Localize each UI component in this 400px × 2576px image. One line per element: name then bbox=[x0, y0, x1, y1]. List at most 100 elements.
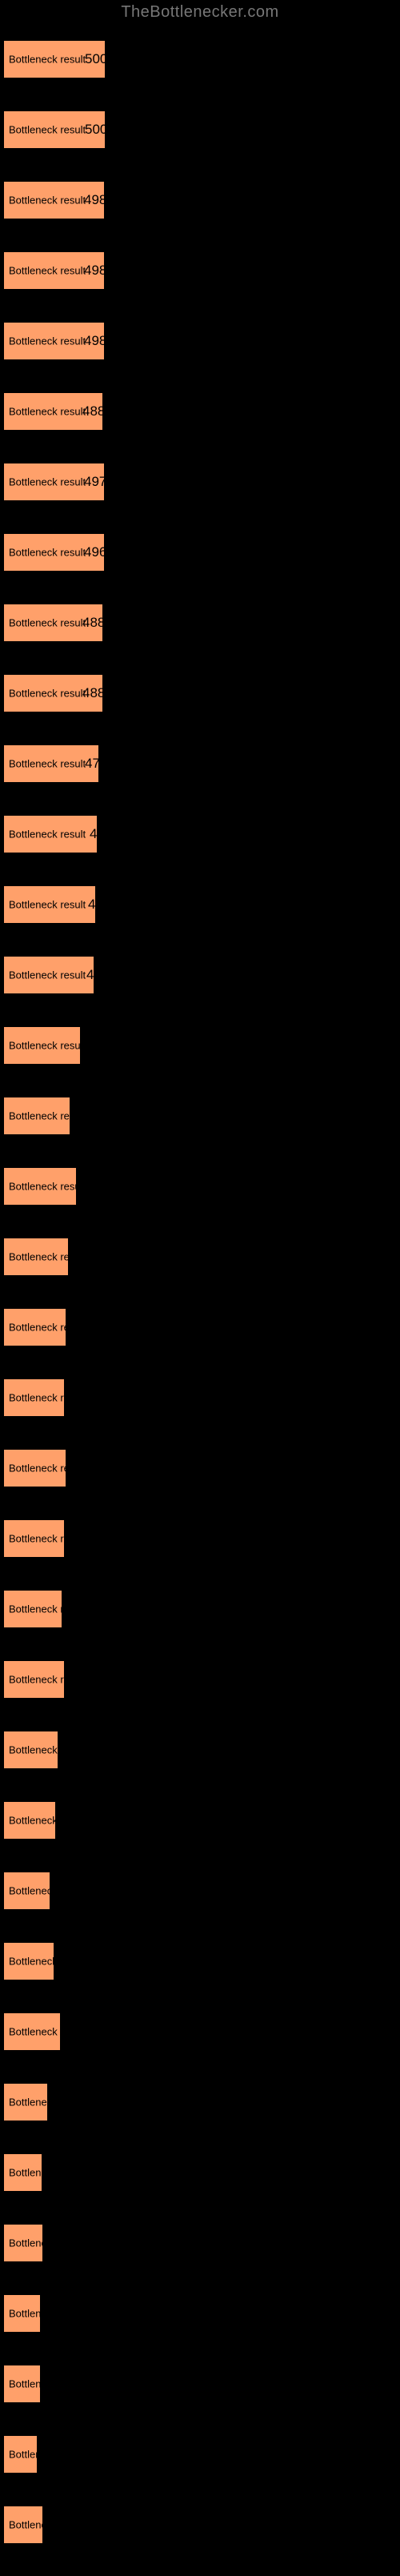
chart-row: Bottleneck result bbox=[3, 2349, 400, 2403]
bar: Bottleneck result bbox=[3, 1731, 58, 1769]
bar: Bottleneck result bbox=[3, 1026, 81, 1065]
bar-container: Bottleneck result488 bbox=[3, 604, 400, 642]
bar-value-label: 488 bbox=[82, 685, 105, 701]
row-category-label bbox=[3, 588, 400, 600]
bar-inner-label: Bottleneck result bbox=[9, 758, 86, 770]
bar-inner-label: Bottleneck result bbox=[9, 124, 86, 136]
row-category-label bbox=[3, 24, 400, 37]
bar-inner-label: Bottleneck result bbox=[9, 2378, 41, 2390]
bar-value-label: 497 bbox=[84, 474, 106, 490]
chart-row: Bottleneck result bbox=[3, 2419, 400, 2474]
bar: Bottleneck result bbox=[3, 885, 96, 924]
bar-container: Bottleneck result500 bbox=[3, 40, 400, 78]
bar-container: Bottleneck result bbox=[3, 1660, 400, 1699]
row-category-label bbox=[3, 1856, 400, 1868]
bar-inner-label: Bottleneck result bbox=[9, 265, 86, 277]
bar-inner-label: Bottleneck result bbox=[9, 2449, 38, 2461]
bar-inner-label: Bottleneck result bbox=[9, 617, 86, 629]
bar-inner-label: Bottleneck result bbox=[9, 2519, 43, 2531]
bar-inner-label: Bottleneck result bbox=[9, 2167, 42, 2179]
row-category-label bbox=[3, 1010, 400, 1023]
chart-row: Bottleneck result bbox=[3, 1574, 400, 1628]
row-category-label bbox=[3, 2278, 400, 2291]
bar: Bottleneck result bbox=[3, 1660, 65, 1699]
row-category-label bbox=[3, 658, 400, 671]
row-category-label bbox=[3, 1715, 400, 1727]
bar-container: Bottleneck result496 bbox=[3, 533, 400, 572]
bar-container: Bottleneck result bbox=[3, 2435, 400, 2474]
row-category-label bbox=[3, 2490, 400, 2502]
bar-inner-label: Bottleneck result bbox=[9, 547, 86, 559]
bar: Bottleneck result bbox=[3, 1519, 65, 1558]
bar-inner-label: Bottleneck result bbox=[9, 2237, 43, 2249]
chart-row: Bottleneck result bbox=[3, 1222, 400, 1276]
bar: Bottleneck result bbox=[3, 2012, 61, 2051]
bar-container: Bottleneck result bbox=[3, 2012, 400, 2051]
bar-container: Bottleneck result bbox=[3, 2294, 400, 2333]
bar-inner-label: Bottleneck result bbox=[9, 1674, 65, 1686]
bar-container: Bottleneck result bbox=[3, 1308, 400, 1346]
row-category-label bbox=[3, 1362, 400, 1375]
bar: Bottleneck result bbox=[3, 2083, 48, 2121]
chart-row: Bottleneck result4 bbox=[3, 799, 400, 853]
bar-inner-label: Bottleneck result bbox=[9, 476, 86, 488]
chart-row: Bottleneck result488 bbox=[3, 376, 400, 431]
bar-inner-label: Bottleneck result bbox=[9, 829, 86, 841]
bar-inner-label: Bottleneck result bbox=[9, 1815, 56, 1827]
bar-inner-label: Bottleneck result bbox=[9, 1463, 66, 1475]
row-category-label bbox=[3, 1081, 400, 1093]
bar-container: Bottleneck result bbox=[3, 1801, 400, 1840]
row-category-label bbox=[3, 1503, 400, 1516]
bar-inner-label: Bottleneck result bbox=[9, 688, 86, 700]
row-category-label bbox=[3, 1151, 400, 1164]
bar: Bottleneck result bbox=[3, 1801, 56, 1840]
bar-container: Bottleneck result bbox=[3, 1378, 400, 1417]
bar-inner-label: Bottleneck result bbox=[9, 899, 86, 911]
chart-row: Bottleneck result500 bbox=[3, 94, 400, 149]
bar: Bottleneck result bbox=[3, 1942, 54, 1980]
chart-row: Bottleneck result bbox=[3, 2278, 400, 2333]
row-category-label bbox=[3, 1644, 400, 1657]
bar: Bottleneck result bbox=[3, 2224, 43, 2262]
chart-row: Bottleneck result498 bbox=[3, 165, 400, 219]
bar-container: Bottleneck result bbox=[3, 1449, 400, 1487]
bar-container: Bottleneck result488 bbox=[3, 392, 400, 431]
bar: Bottleneck result bbox=[3, 1590, 62, 1628]
chart-row: Bottleneck result bbox=[3, 2067, 400, 2121]
bar-inner-label: Bottleneck result bbox=[9, 2308, 41, 2320]
bar-value-label: 4 bbox=[86, 967, 94, 983]
bar-value-label: 498 bbox=[84, 263, 106, 279]
bar-value-label: 500 bbox=[85, 122, 107, 138]
bar-inner-label: Bottleneck result bbox=[9, 1322, 66, 1334]
row-category-label bbox=[3, 306, 400, 319]
bar-container: Bottleneck result4 bbox=[3, 956, 400, 994]
bar-container: Bottleneck result500 bbox=[3, 110, 400, 149]
bar-container: Bottleneck result498 bbox=[3, 251, 400, 290]
bar-inner-label: Bottleneck result bbox=[9, 1181, 77, 1193]
chart-row: Bottleneck result bbox=[3, 1715, 400, 1769]
chart-row: Bottleneck result bbox=[3, 1926, 400, 1980]
bar-container: Bottleneck result bbox=[3, 1167, 400, 1206]
chart-row: Bottleneck result bbox=[3, 1151, 400, 1206]
bar-inner-label: Bottleneck result bbox=[9, 335, 86, 347]
bar-container: Bottleneck result bbox=[3, 1238, 400, 1276]
bar-inner-label: Bottleneck result bbox=[9, 1251, 69, 1263]
bar: Bottleneck result bbox=[3, 956, 94, 994]
chart-row: Bottleneck result bbox=[3, 1010, 400, 1065]
chart-row: Bottleneck result bbox=[3, 1785, 400, 1840]
bar: Bottleneck result bbox=[3, 815, 98, 853]
bar-container: Bottleneck result bbox=[3, 2224, 400, 2262]
bar-inner-label: Bottleneck result bbox=[9, 1956, 54, 1968]
row-category-label bbox=[3, 235, 400, 248]
bar: Bottleneck result bbox=[3, 2506, 43, 2544]
bar-inner-label: Bottleneck result bbox=[9, 1040, 81, 1052]
row-category-label bbox=[3, 1926, 400, 1939]
chart-row: Bottleneck result496 bbox=[3, 517, 400, 572]
row-category-label bbox=[3, 376, 400, 389]
row-category-label bbox=[3, 1785, 400, 1798]
row-category-label bbox=[3, 447, 400, 459]
row-category-label bbox=[3, 2349, 400, 2361]
bar-inner-label: Bottleneck result bbox=[9, 1110, 70, 1122]
bar-container: Bottleneck result bbox=[3, 2506, 400, 2544]
chart-row: Bottleneck result498 bbox=[3, 306, 400, 360]
